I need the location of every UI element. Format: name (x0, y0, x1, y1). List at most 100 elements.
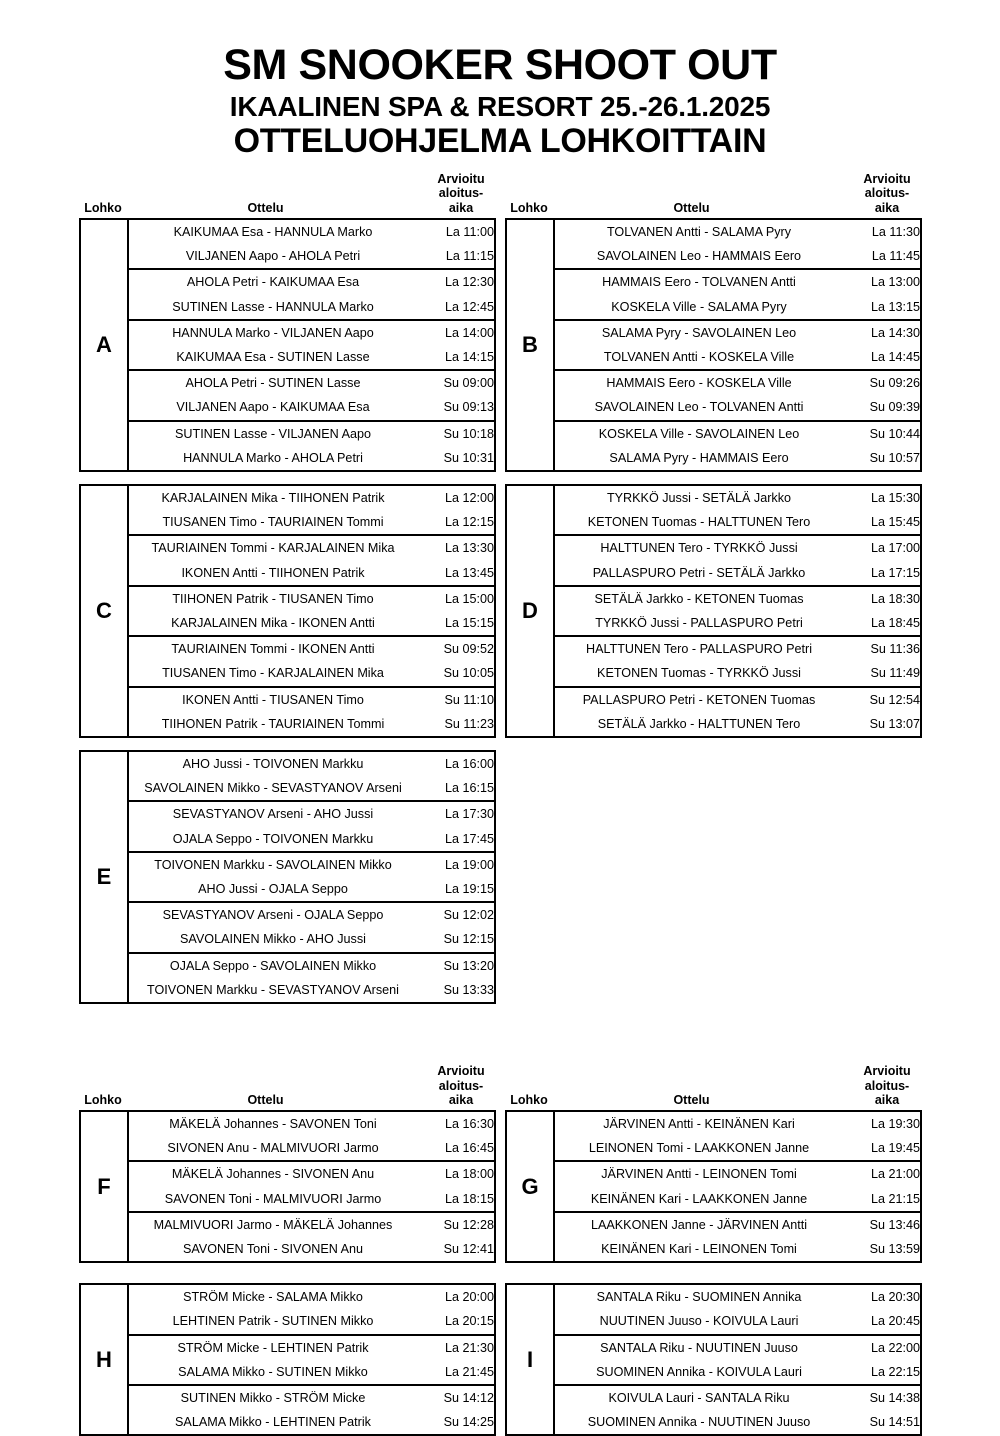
match-start-time: La 16:15 (444, 781, 494, 796)
header-aika: Arvioitu aloitus- aika (852, 172, 922, 216)
spacer (0, 1004, 1000, 1052)
table-row: KEINÄNEN Kari - LEINONEN Tomi Su 13:59 (506, 1237, 921, 1262)
match-start-time: La 17:30 (417, 800, 495, 827)
header-aika-line1: Arvioitu (437, 1063, 485, 1078)
table-row: SEVASTYANOV Arseni - AHO Jussi La 17:30 (80, 800, 495, 827)
group-letter-h: H (80, 1284, 129, 1436)
table-row: TIIHONEN Patrik - TAURIAINEN Tommi Su 11:… (80, 712, 495, 737)
group-schedule-table: F MÄKELÄ Johannes - SAVONEN Toni La 16:30 S… (79, 1110, 496, 1264)
header-ottelu: Ottelu (673, 200, 710, 215)
match-start-time: La 21:15 (870, 1191, 920, 1206)
match-label: KARJALAINEN Mika - TIIHONEN Patrik (161, 490, 385, 505)
table-row: HALTTUNEN Tero - PALLASPURO Petri Su 11:3… (506, 635, 921, 662)
table-row: SAVOLAINEN Mikko - SEVASTYANOV Arseni La … (80, 776, 495, 801)
match-label: SALAMA Pyry - SAVOLAINEN Leo (554, 318, 843, 345)
table-row: SAVONEN Toni - MALMIVUORI Jarmo La 18:15 (80, 1187, 495, 1212)
match-start-time: Su 14:12 (417, 1384, 495, 1411)
match-label: OJALA Seppo - SAVOLAINEN Mikko (128, 951, 417, 978)
table-row: HALTTUNEN Tero - TYRKKÖ Jussi La 17:00 (506, 534, 921, 561)
group-table-D: D TYRKKÖ Jussi - SETÄLÄ Jarkko La 15:30 KET… (505, 483, 922, 738)
match-label: MÄKELÄ Johannes - SIVONEN Anu (128, 1160, 417, 1187)
match-label: SANTALA Riku - SUOMINEN Annika (596, 1290, 802, 1305)
table-row: KARJALAINEN Mika - IKONEN Antti La 15:15 (80, 611, 495, 636)
table-row: SETÄLÄ Jarkko - KETONEN Tuomas La 18:30 (506, 584, 921, 611)
table-row: TIIHONEN Patrik - TIUSANEN Timo La 15:00 (80, 584, 495, 611)
match-label: KOIVULA Lauri - SANTALA Riku (554, 1384, 843, 1411)
table-row: SAVONEN Toni - SIVONEN Anu Su 12:41 (80, 1237, 495, 1262)
table-row: IKONEN Antti - TIIHONEN Patrik La 13:45 (80, 561, 495, 586)
match-label: SEVASTYANOV Arseni - OJALA Seppo (128, 901, 417, 928)
header-lohko: Lohko (510, 200, 548, 215)
group-letter-d: D (506, 484, 555, 737)
match-start-time: La 14:15 (444, 349, 494, 364)
table-row: IKONEN Antti - TIUSANEN Timo Su 11:10 (80, 685, 495, 712)
table-row: SETÄLÄ Jarkko - HALTTUNEN Tero Su 13:07 (506, 712, 921, 737)
table-row: TOIVONEN Markku - SAVOLAINEN Mikko La 19:… (80, 850, 495, 878)
header-aika-line3: aika (874, 201, 900, 216)
table-row: C KARJALAINEN Mika - TIIHONEN Patrik La 12… (80, 484, 495, 737)
match-label: SUTINEN Lasse - HANNULA Marko (172, 299, 374, 314)
table-row: SAVOLAINEN Mikko - AHO Jussi Su 12:15 (80, 927, 495, 952)
table-row: VILJANEN Aapo - KAIKUMAA Esa Su 09:13 (80, 395, 495, 420)
match-label: IKONEN Antti - TIUSANEN Timo (128, 685, 417, 712)
table-row: PALLASPURO Petri - KETONEN Tuomas Su 12:5… (506, 685, 921, 712)
match-label: AHO Jussi - OJALA Seppo (198, 882, 348, 897)
match-start-time: Su 14:38 (843, 1384, 921, 1411)
group-schedule-table: C KARJALAINEN Mika - TIIHONEN Patrik La 12… (79, 483, 496, 738)
match-label: SAVOLAINEN Mikko - AHO Jussi (180, 932, 366, 947)
header-lohko: Lohko (84, 1093, 122, 1108)
match-label: JÄRVINEN Antti - LEINONEN Tomi (554, 1160, 843, 1187)
table-row: AHOLA Petri - SUTINEN Lasse Su 09:00 (80, 369, 495, 396)
schedule-subtitle: OTTELUOHJELMA LOHKOITTAIN (233, 122, 767, 161)
match-start-time: Su 12:15 (443, 932, 494, 947)
match-label: KETONEN Tuomas - TYRKKÖ Jussi (597, 666, 801, 681)
match-start-time: La 13:00 (843, 268, 921, 295)
match-label: KEINÄNEN Kari - LEINONEN Tomi (601, 1242, 797, 1257)
group-table-I: I SANTALA Riku - SUOMINEN Annika La 20:30 N… (505, 1283, 922, 1436)
table-row: TOIVONEN Markku - SEVASTYANOV Arseni Su 1… (80, 978, 495, 1003)
match-label: PALLASPURO Petri - SETÄLÄ Jarkko (592, 565, 806, 580)
group-band-ab: A KAIKUMAA Esa - HANNULA Marko La 11:00 VIL… (0, 217, 1000, 472)
table-row: SUTINEN Mikko - STRÖM Micke Su 14:12 (80, 1384, 495, 1411)
match-start-time: La 12:30 (417, 268, 495, 295)
match-label: SALAMA Mikko - SUTINEN Mikko (178, 1364, 368, 1379)
header-aika-line3: aika (448, 201, 474, 216)
match-start-time: La 19:45 (870, 1141, 920, 1156)
match-label: SALAMA Pyry - HAMMAIS Eero (609, 450, 789, 465)
match-start-time: Su 09:13 (443, 400, 494, 415)
match-label: SALAMA Mikko - LEHTINEN Patrik (175, 1415, 371, 1430)
table-row: STRÖM Micke - LEHTINEN Patrik La 21:30 (80, 1333, 495, 1360)
match-start-time: La 12:00 (444, 490, 494, 505)
group-table-G: G JÄRVINEN Antti - KEINÄNEN Kari La 19:30 L… (505, 1110, 922, 1264)
match-label: VILJANEN Aapo - AHOLA Petri (185, 249, 361, 264)
table-row: SAVOLAINEN Leo - TOLVANEN Antti Su 09:39 (506, 395, 921, 420)
table-row: A KAIKUMAA Esa - HANNULA Marko La 11:00 (80, 218, 495, 471)
match-label: SUTINEN Lasse - VILJANEN Aapo (128, 419, 417, 446)
group-schedule-table: H STRÖM Micke - SALAMA Mikko La 20:00 LEHTI… (79, 1283, 496, 1436)
venue-subtitle: IKAALINEN SPA & RESORT 25.-26.1.2025 (229, 90, 771, 122)
table-row: JÄRVINEN Antti - LEINONEN Tomi La 21:00 (506, 1160, 921, 1187)
match-start-time: Su 14:25 (443, 1415, 494, 1430)
table-row: OJALA Seppo - SAVOLAINEN Mikko Su 13:20 (80, 951, 495, 978)
match-label: SUOMINEN Annika - KOIVULA Lauri (596, 1364, 802, 1379)
table-row: KAIKUMAA Esa - SUTINEN Lasse La 14:15 (80, 345, 495, 370)
match-label: SAVONEN Toni - SIVONEN Anu (182, 1242, 364, 1257)
group-schedule-table: E AHO Jussi - TOIVONEN Markku La 16:00 SAVO… (79, 750, 496, 1005)
table-row: F MÄKELÄ Johannes - SAVONEN Toni La 16:30 (80, 1111, 495, 1263)
match-start-time: La 17:00 (843, 534, 921, 561)
column-headers-right: Lohko Ottelu Arvioitu aloitus- aika (505, 1052, 922, 1110)
header-aika-line1: Arvioitu (863, 171, 911, 186)
match-label: HAMMAIS Eero - TOLVANEN Antti (554, 268, 843, 295)
match-start-time: La 13:15 (870, 299, 920, 314)
match-label: KOSKELA Ville - SAVOLAINEN Leo (554, 419, 843, 446)
match-label: HAMMAIS Eero - KOSKELA Ville (554, 369, 843, 396)
group-schedule-table: I SANTALA Riku - SUOMINEN Annika La 20:30 N… (505, 1283, 922, 1436)
match-start-time: Su 09:00 (417, 369, 495, 396)
table-row: KETONEN Tuomas - TYRKKÖ Jussi Su 11:49 (506, 661, 921, 686)
match-label: SANTALA Riku - NUUTINEN Juuso (554, 1333, 843, 1360)
table-row: SANTALA Riku - NUUTINEN Juuso La 22:00 (506, 1333, 921, 1360)
table-row: D TYRKKÖ Jussi - SETÄLÄ Jarkko La 15:30 (506, 484, 921, 737)
table-row: SAVOLAINEN Leo - HAMMAIS Eero La 11:45 (506, 244, 921, 269)
match-label: HALTTUNEN Tero - PALLASPURO Petri (554, 635, 843, 662)
match-start-time: La 11:30 (871, 224, 920, 239)
